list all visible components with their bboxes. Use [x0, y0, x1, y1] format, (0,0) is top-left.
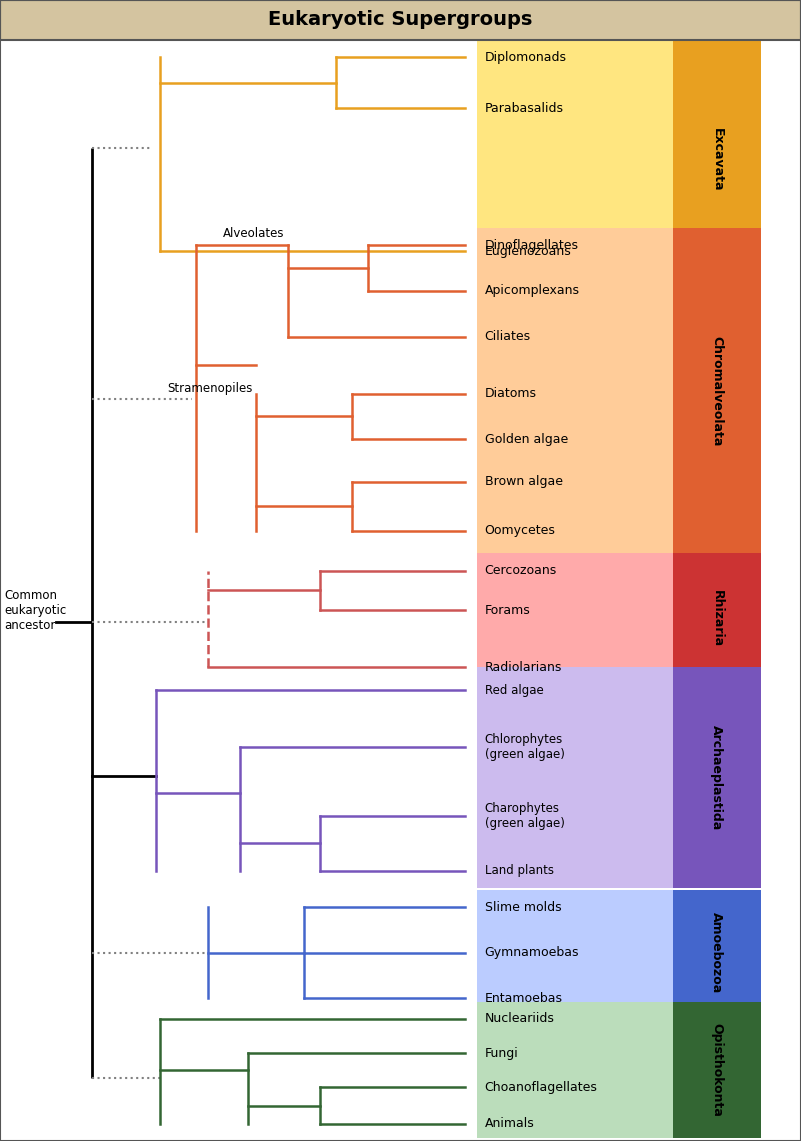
- FancyBboxPatch shape: [673, 890, 761, 1015]
- Text: Fungi: Fungi: [485, 1046, 518, 1060]
- Text: Diplomonads: Diplomonads: [485, 50, 566, 64]
- Text: Euglenozoans: Euglenozoans: [485, 244, 571, 258]
- FancyBboxPatch shape: [477, 40, 673, 280]
- Text: Dinoflagellates: Dinoflagellates: [485, 238, 578, 252]
- Text: Stramenopiles: Stramenopiles: [167, 382, 252, 395]
- Text: Parabasalids: Parabasalids: [485, 102, 564, 115]
- Text: Red algae: Red algae: [485, 683, 543, 697]
- Text: Animals: Animals: [485, 1117, 534, 1131]
- FancyBboxPatch shape: [673, 1002, 761, 1138]
- FancyBboxPatch shape: [673, 40, 761, 280]
- Text: Opisthokonta: Opisthokonta: [710, 1022, 723, 1117]
- FancyBboxPatch shape: [477, 890, 673, 1015]
- Text: Chlorophytes
(green algae): Chlorophytes (green algae): [485, 734, 565, 761]
- Text: Charophytes
(green algae): Charophytes (green algae): [485, 802, 565, 830]
- Text: Entamoebas: Entamoebas: [485, 992, 562, 1005]
- Text: Oomycetes: Oomycetes: [485, 524, 555, 537]
- Text: Diatoms: Diatoms: [485, 387, 537, 400]
- Text: Apicomplexans: Apicomplexans: [485, 284, 580, 298]
- Text: Gymnamoebas: Gymnamoebas: [485, 946, 579, 960]
- Text: Slime molds: Slime molds: [485, 900, 562, 914]
- Text: Eukaryotic Supergroups: Eukaryotic Supergroups: [268, 10, 533, 30]
- FancyBboxPatch shape: [673, 667, 761, 888]
- FancyBboxPatch shape: [0, 0, 801, 40]
- Text: Radiolarians: Radiolarians: [485, 661, 562, 674]
- Text: Excavata: Excavata: [710, 128, 723, 192]
- Text: Common
eukaryotic
ancestor: Common eukaryotic ancestor: [4, 589, 66, 632]
- Text: Ciliates: Ciliates: [485, 330, 531, 343]
- Text: Chromalveolata: Chromalveolata: [710, 335, 723, 446]
- Text: Cercozoans: Cercozoans: [485, 564, 557, 577]
- FancyBboxPatch shape: [673, 553, 761, 685]
- FancyBboxPatch shape: [477, 667, 673, 888]
- Text: Rhizaria: Rhizaria: [710, 590, 723, 648]
- Text: Nucleariids: Nucleariids: [485, 1012, 554, 1026]
- Text: Land plants: Land plants: [485, 864, 553, 877]
- Text: Amoebozoa: Amoebozoa: [710, 912, 723, 994]
- FancyBboxPatch shape: [673, 228, 761, 553]
- Text: Brown algae: Brown algae: [485, 475, 562, 488]
- FancyBboxPatch shape: [477, 1002, 673, 1138]
- Text: Archaeplastida: Archaeplastida: [710, 725, 723, 831]
- Text: Forams: Forams: [485, 604, 530, 617]
- Text: Choanoflagellates: Choanoflagellates: [485, 1081, 598, 1094]
- Text: Golden algae: Golden algae: [485, 432, 568, 446]
- FancyBboxPatch shape: [477, 553, 673, 685]
- FancyBboxPatch shape: [477, 228, 673, 553]
- Text: Alveolates: Alveolates: [223, 227, 284, 240]
